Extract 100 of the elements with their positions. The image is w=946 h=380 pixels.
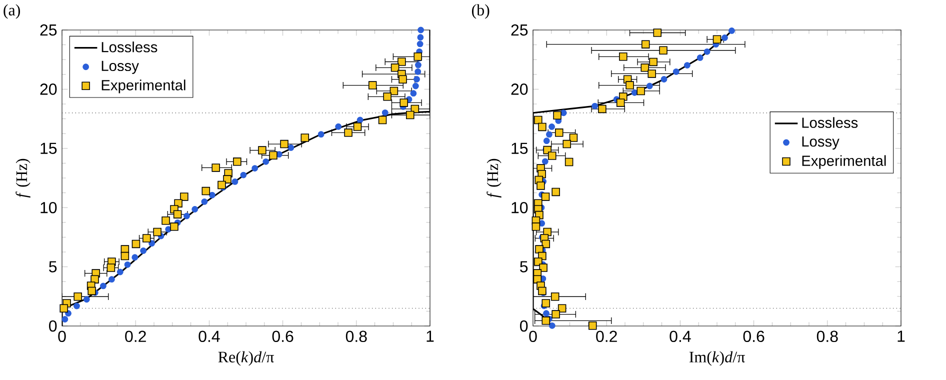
y-tick-label: 5 [49,261,57,272]
x-tick-label: 0.8 [346,330,367,342]
point [201,198,208,205]
point [534,116,542,124]
point [535,245,544,254]
point [318,131,324,138]
y-tick-label: 0 [520,320,528,332]
point [132,240,140,248]
legend-label: Lossless [802,117,858,128]
y-tick-label: 15 [512,142,528,154]
point [378,116,387,124]
point [410,90,417,97]
point [560,110,567,116]
legend-label: Lossy [102,60,139,74]
point [74,302,80,310]
y-tick-label: 15 [40,142,57,154]
point [262,158,270,165]
y-tick-label: 20 [511,84,528,95]
y-axis-title: f (Hz) [486,158,502,198]
point [542,240,550,248]
point [170,222,178,231]
point [108,276,115,283]
x-tick-label: 0.2 [125,330,146,342]
legend-label: Lossless [102,42,158,52]
point [418,26,424,34]
x-axis-title: Im(k)d/π [689,351,745,366]
point [532,222,540,231]
point [414,68,422,75]
point [660,76,668,82]
y-tick-label: 10 [40,202,57,214]
point [116,268,124,276]
x-tick-label: 0 [58,330,66,342]
y-axis-title: f (Hz) [16,158,30,198]
x-tick-label: 0.6 [272,330,294,342]
point [140,247,147,254]
point [120,252,130,260]
point [252,165,258,172]
point [356,116,364,124]
point [539,264,548,272]
point [552,188,560,196]
point [672,68,680,75]
point [543,310,550,317]
y-tick-label: 20 [40,84,57,95]
point [208,192,216,198]
chart-title: (b) [472,4,490,19]
x-tick-label: 1 [426,330,434,342]
point [202,186,210,196]
legend-label: Lossy [802,136,840,150]
point [148,240,155,247]
x-tick-label: 0.4 [670,330,691,342]
point [184,212,190,220]
point [300,134,310,142]
point [240,172,247,178]
point [412,82,419,90]
point [382,109,388,116]
point [728,28,735,34]
x-axis-title: Re(k)d/π [218,351,274,366]
y-tick-label: 25 [40,24,57,36]
point [162,216,170,225]
point [232,178,238,185]
point [335,123,342,130]
point [542,158,548,165]
point [592,102,598,110]
point [288,144,294,151]
y-tick-label: 10 [512,202,528,214]
chart-title: (a) [4,4,20,19]
x-tick-label: 0.2 [596,330,617,342]
point [541,192,550,201]
y-tick-label: 0 [49,320,57,332]
point [88,286,96,296]
point [218,180,226,190]
point [722,34,728,41]
point [538,122,546,132]
point [180,192,188,201]
point [542,299,550,308]
point [132,254,138,261]
point [62,316,68,322]
point [546,131,552,138]
point [536,182,545,190]
point [548,322,556,329]
x-tick-label: 0.4 [198,330,220,342]
point [696,54,704,61]
point [704,48,710,55]
y-tick-label: 5 [520,261,528,272]
point [414,76,420,82]
point [548,124,555,130]
point [417,34,424,41]
point [60,304,68,312]
point [558,304,566,312]
point [223,175,232,184]
point [416,40,424,48]
y-tick-label: 25 [511,24,528,36]
point [83,296,90,303]
x-tick-label: 0.8 [816,330,838,342]
point [569,134,578,142]
point [100,282,106,290]
x-tick-label: 0 [529,330,537,342]
point [684,62,690,68]
point [553,111,562,120]
point [543,138,550,144]
